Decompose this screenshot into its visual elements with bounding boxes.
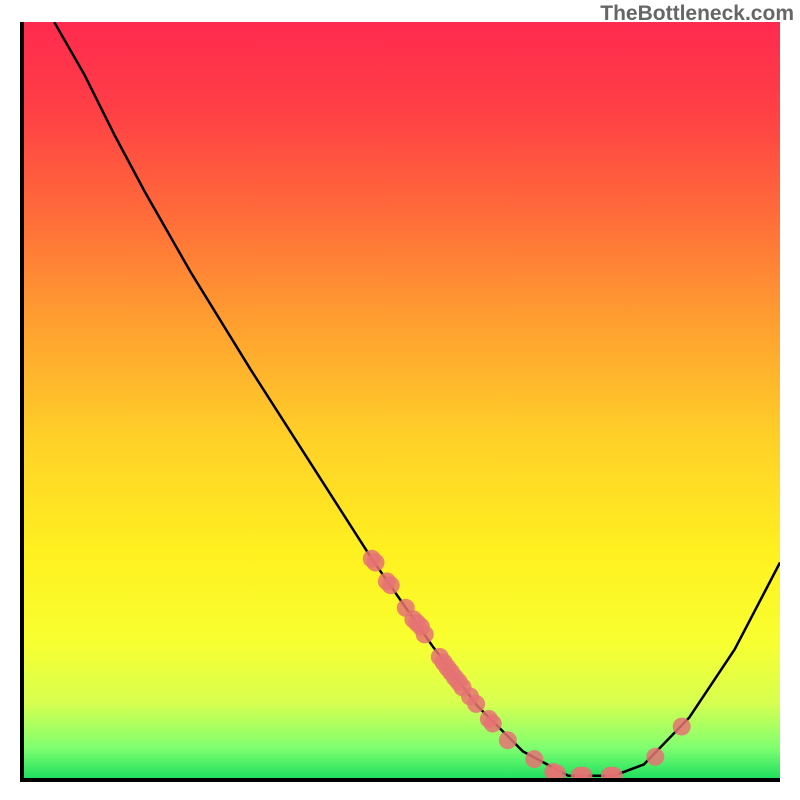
bottleneck-curve xyxy=(54,22,780,776)
sample-marker xyxy=(382,576,400,594)
chart-container: TheBottleneck.com xyxy=(0,0,800,800)
sample-marker xyxy=(499,731,517,749)
sample-marker xyxy=(367,554,385,572)
sample-marker xyxy=(484,715,502,733)
plot-area xyxy=(20,22,780,782)
sample-marker xyxy=(416,625,434,643)
chart-overlay xyxy=(24,22,780,778)
sample-marker xyxy=(646,748,664,766)
attribution-label: TheBottleneck.com xyxy=(600,2,794,26)
sample-markers-group xyxy=(363,550,691,778)
sample-marker xyxy=(525,750,543,768)
sample-marker xyxy=(673,718,691,736)
sample-marker xyxy=(467,695,485,713)
